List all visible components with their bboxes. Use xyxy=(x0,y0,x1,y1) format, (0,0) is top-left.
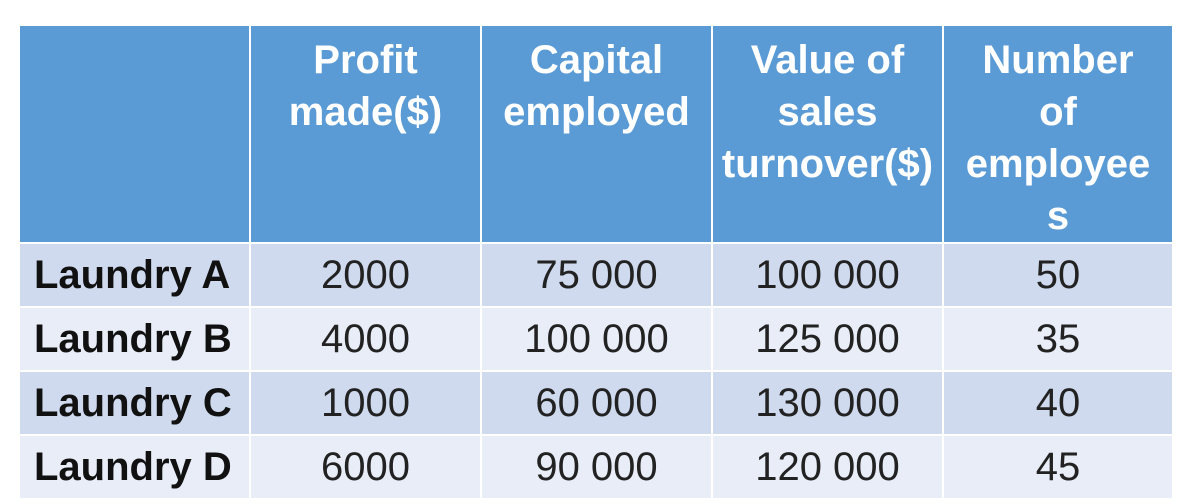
cell-sales: 130 000 xyxy=(711,370,944,436)
cell-capital: 60 000 xyxy=(480,370,713,436)
cell-capital: 100 000 xyxy=(480,306,713,372)
cell-profit: 1000 xyxy=(249,370,482,436)
header-line: of xyxy=(1039,90,1077,134)
header-line: employee xyxy=(965,142,1151,186)
row-label: Laundry B xyxy=(18,306,251,372)
row-label: Laundry D xyxy=(18,434,251,500)
cell-employees: 45 xyxy=(942,434,1174,500)
cell-profit: 2000 xyxy=(249,242,482,308)
header-line: Value of xyxy=(750,38,905,82)
table-row: Laundry B 4000 100 000 125 000 35 xyxy=(18,306,1174,372)
header-cell-capital: Capital employed xyxy=(480,24,713,244)
cell-sales: 120 000 xyxy=(711,434,944,500)
header-cell-profit: Profit made($) xyxy=(249,24,482,244)
cell-employees: 50 xyxy=(942,242,1174,308)
header-line: sales xyxy=(777,90,878,134)
row-label: Laundry A xyxy=(18,242,251,308)
header-line: employed xyxy=(503,90,690,134)
row-label: Laundry C xyxy=(18,370,251,436)
cell-capital: 75 000 xyxy=(480,242,713,308)
header-line: Number xyxy=(982,38,1134,82)
header-line: Capital xyxy=(529,38,664,82)
header-line: Profit xyxy=(313,38,418,82)
header-row: Profit made($) Capital employed Value of… xyxy=(18,24,1174,244)
cell-sales: 100 000 xyxy=(711,242,944,308)
header-cell-empty xyxy=(18,24,251,244)
table-row: Laundry D 6000 90 000 120 000 45 xyxy=(18,434,1174,500)
table-row: Laundry A 2000 75 000 100 000 50 xyxy=(18,242,1174,308)
data-table-container: Profit made($) Capital employed Value of… xyxy=(18,24,1174,500)
header-cell-sales: Value of sales turnover($) xyxy=(711,24,944,244)
cell-sales: 125 000 xyxy=(711,306,944,372)
header-line: turnover($) xyxy=(721,142,934,186)
header-line: s xyxy=(1046,194,1070,238)
cell-profit: 6000 xyxy=(249,434,482,500)
header-cell-employees: Number of employee s xyxy=(942,24,1174,244)
cell-capital: 90 000 xyxy=(480,434,713,500)
table-row: Laundry C 1000 60 000 130 000 40 xyxy=(18,370,1174,436)
cell-employees: 35 xyxy=(942,306,1174,372)
cell-employees: 40 xyxy=(942,370,1174,436)
header-line: made($) xyxy=(288,90,443,134)
cell-profit: 4000 xyxy=(249,306,482,372)
laundry-comparison-table: Profit made($) Capital employed Value of… xyxy=(18,24,1174,500)
